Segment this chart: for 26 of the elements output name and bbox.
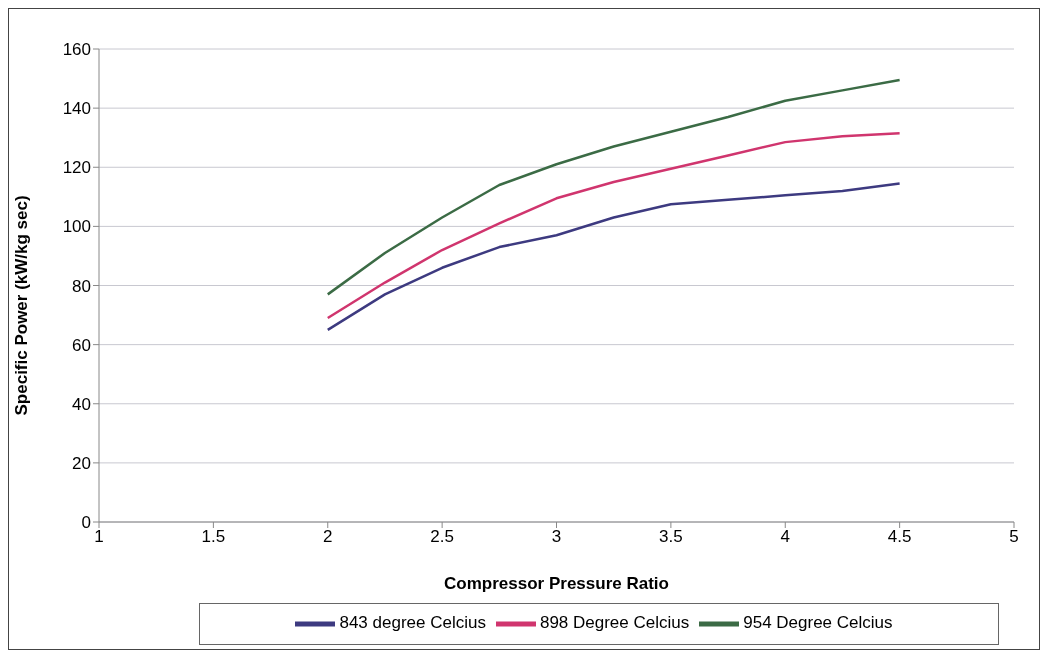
legend-label: 898 Degree Celcius [539, 613, 690, 633]
x-tick-label: 1 [94, 527, 104, 547]
y-tick-label: 40 [72, 394, 91, 414]
y-tick-label: 100 [62, 217, 91, 237]
line-series [326, 182, 901, 332]
y-tick-label: 20 [72, 453, 91, 473]
x-tick-label: 2.5 [430, 527, 454, 547]
x-tick-label: 1.5 [201, 527, 226, 547]
y-tick-label: 80 [72, 276, 91, 296]
x-axis-title: Compressor Pressure Ratio [444, 574, 669, 593]
x-tick-label: 4.5 [887, 527, 912, 547]
legend-label: 843 degree Celcius [339, 613, 486, 633]
x-tick-label: 2 [323, 527, 333, 547]
y-tick-label: 0 [81, 513, 91, 533]
x-tick-label: 5 [1009, 527, 1019, 547]
line-series [326, 78, 901, 296]
x-tick-label: 3 [551, 527, 562, 547]
y-tick-label: 60 [72, 335, 91, 355]
y-axis-title: Specific Power (kW/kg sec) [12, 195, 32, 416]
y-tick-label: 120 [62, 158, 91, 178]
line-series [326, 132, 901, 320]
x-tick-label: 3.5 [659, 527, 683, 547]
legend-label: 954 Degree Celcius [743, 613, 893, 633]
y-tick-label: 140 [62, 99, 91, 119]
x-tick-label: 4 [780, 527, 790, 547]
y-tick-label: 160 [62, 40, 91, 60]
